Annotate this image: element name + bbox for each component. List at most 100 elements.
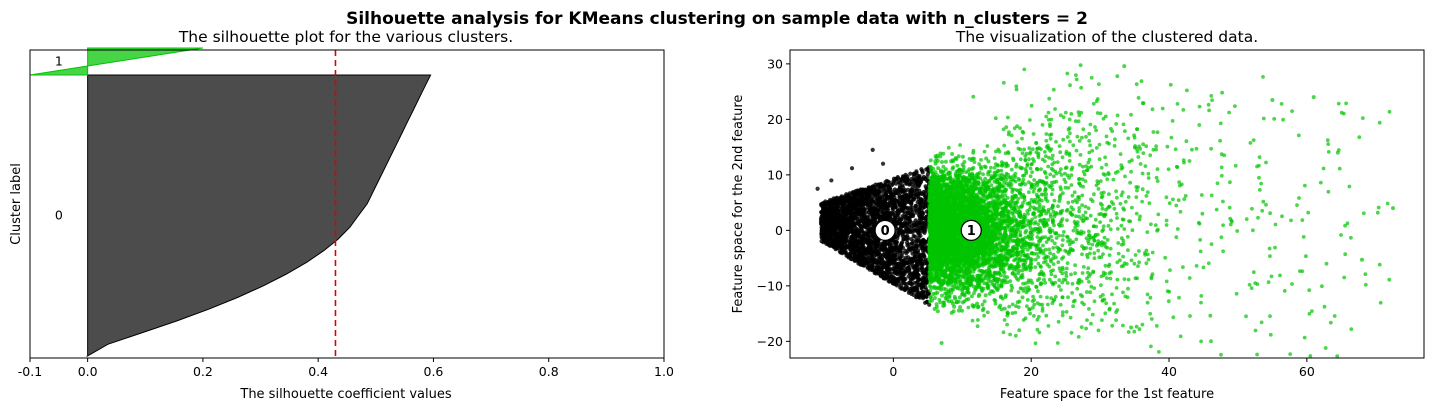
scatter-point-cluster-0 [874,206,879,211]
scatter-point-cluster-0 [909,272,914,277]
scatter-point-cluster-0 [831,198,836,204]
scatter-point-cluster-0 [860,218,865,223]
scatter-point-cluster-0 [913,206,919,211]
scatter-point-cluster-1 [982,299,987,304]
scatter-point-cluster-0 [851,228,856,233]
scatter-point-cluster-1 [951,301,955,306]
scatter-point-cluster-0 [860,236,865,242]
scatter-point-cluster-0 [870,147,875,152]
x-tick-label: 0.4 [308,364,328,379]
scatter-point-cluster-0 [917,178,923,183]
scatter-point-cluster-0 [849,166,855,171]
silhouette-plot-frame [29,49,665,359]
scatter-point-cluster-1 [943,159,948,164]
scatter-point-cluster-0 [914,239,919,244]
scatter-point-cluster-0 [915,182,920,187]
scatter-point-cluster-0 [869,188,874,193]
scatter-point-cluster-0 [921,275,926,280]
scatter-point-cluster-1 [983,293,988,298]
scatter-point-cluster-0 [900,261,906,266]
scatter-point-cluster-0 [842,236,847,242]
scatter-point-cluster-0 [852,197,857,202]
scatter-x-axis-label: Feature space for the 1st feature [1000,387,1214,402]
scatter-point-cluster-0 [865,232,870,238]
scatter-point-cluster-0 [900,194,906,200]
scatter-point-cluster-0 [909,282,915,287]
figure-suptitle: Silhouette analysis for KMeans clusterin… [346,9,1088,29]
scatter-point-cluster-0 [889,196,894,201]
scatter-points [815,63,1395,358]
scatter-point-cluster-0 [888,258,894,264]
scatter-point-cluster-0 [885,210,890,215]
scatter-point-cluster-0 [880,246,885,252]
scatter-point-cluster-0 [907,218,912,223]
scatter-point-cluster-0 [893,216,898,221]
scatter-point-cluster-0 [896,176,901,181]
scatter-point-cluster-1 [975,305,980,310]
scatter-point-cluster-0 [899,243,904,248]
scatter-point-cluster-0 [867,208,872,213]
scatter-point-cluster-0 [851,245,856,250]
scatter-point-cluster-0 [889,245,894,250]
scatter-point-cluster-0 [859,195,865,200]
scatter-point-cluster-0 [892,202,897,207]
scatter-point-cluster-0 [916,290,921,295]
scatter-point-cluster-0 [902,209,907,214]
scatter-point-cluster-0 [861,252,867,257]
scatter-point-cluster-0 [900,232,906,237]
scatter-point-cluster-0 [846,245,851,250]
scatter-point-cluster-0 [914,169,919,174]
scatter-point-cluster-0 [851,216,856,221]
scatter-point-cluster-0 [913,243,918,248]
scatter-point-cluster-1 [970,303,975,308]
scatter-point-cluster-0 [898,201,903,206]
silhouette-plot-title: The silhouette plot for the various clus… [178,28,513,46]
scatter-point-cluster-0 [901,280,906,286]
scatter-point-cluster-0 [862,248,867,253]
scatter-point-cluster-0 [865,214,871,219]
scatter-point-cluster-0 [914,178,919,183]
scatter-point-cluster-0 [893,245,898,250]
scatter-point-cluster-0 [863,257,868,262]
scatter-plot: The visualization of the clustered data.… [731,28,1425,402]
scatter-point-cluster-0 [903,225,908,230]
scatter-point-cluster-0 [834,218,839,223]
scatter-point-cluster-0 [868,227,873,232]
scatter-point-cluster-0 [866,248,872,253]
scatter-point-cluster-0 [855,240,860,245]
scatter-point-cluster-0 [896,256,901,261]
scatter-point-cluster-0 [917,231,922,236]
scatter-point-cluster-0 [907,257,913,262]
scatter-point-cluster-0 [921,295,926,300]
scatter-point-cluster-0 [865,193,870,198]
scatter-point-cluster-0 [906,195,912,200]
scatter-point-cluster-0 [897,227,902,232]
scatter-point-cluster-0 [879,202,884,207]
scatter-point-cluster-0 [855,219,860,224]
scatter-point-cluster-0 [892,269,898,274]
scatter-point-cluster-0 [919,239,924,244]
silhouette-plot: The silhouette plot for the various clus… [9,28,674,402]
x-tick-label: 0.8 [539,364,559,379]
scatter-point-cluster-0 [910,196,916,201]
scatter-point-cluster-0 [913,263,919,268]
scatter-point-cluster-1 [928,158,933,163]
scatter-point-cluster-0 [837,238,842,243]
scatter-point-cluster-1 [950,152,955,156]
scatter-point-cluster-0 [856,259,861,264]
scatter-point-cluster-0 [826,230,831,236]
scatter-point-cluster-0 [885,187,890,193]
scatter-point-cluster-0 [922,230,927,235]
scatter-point-cluster-0 [859,213,864,218]
scatter-point-cluster-0 [918,204,923,209]
x-tick-label: -0.1 [18,364,42,379]
scatter-point-cluster-0 [899,265,904,270]
silhouette-x-ticks: -0.1 0.0 0.2 0.4 0.6 0.8 1.0 [18,358,674,379]
scatter-point-cluster-0 [927,302,932,307]
scatter-point-cluster-0 [856,201,861,206]
scatter-point-cluster-0 [876,268,881,273]
scatter-point-cluster-0 [862,201,868,206]
scatter-point-cluster-1 [969,294,974,299]
scatter-point-cluster-0 [822,201,827,206]
